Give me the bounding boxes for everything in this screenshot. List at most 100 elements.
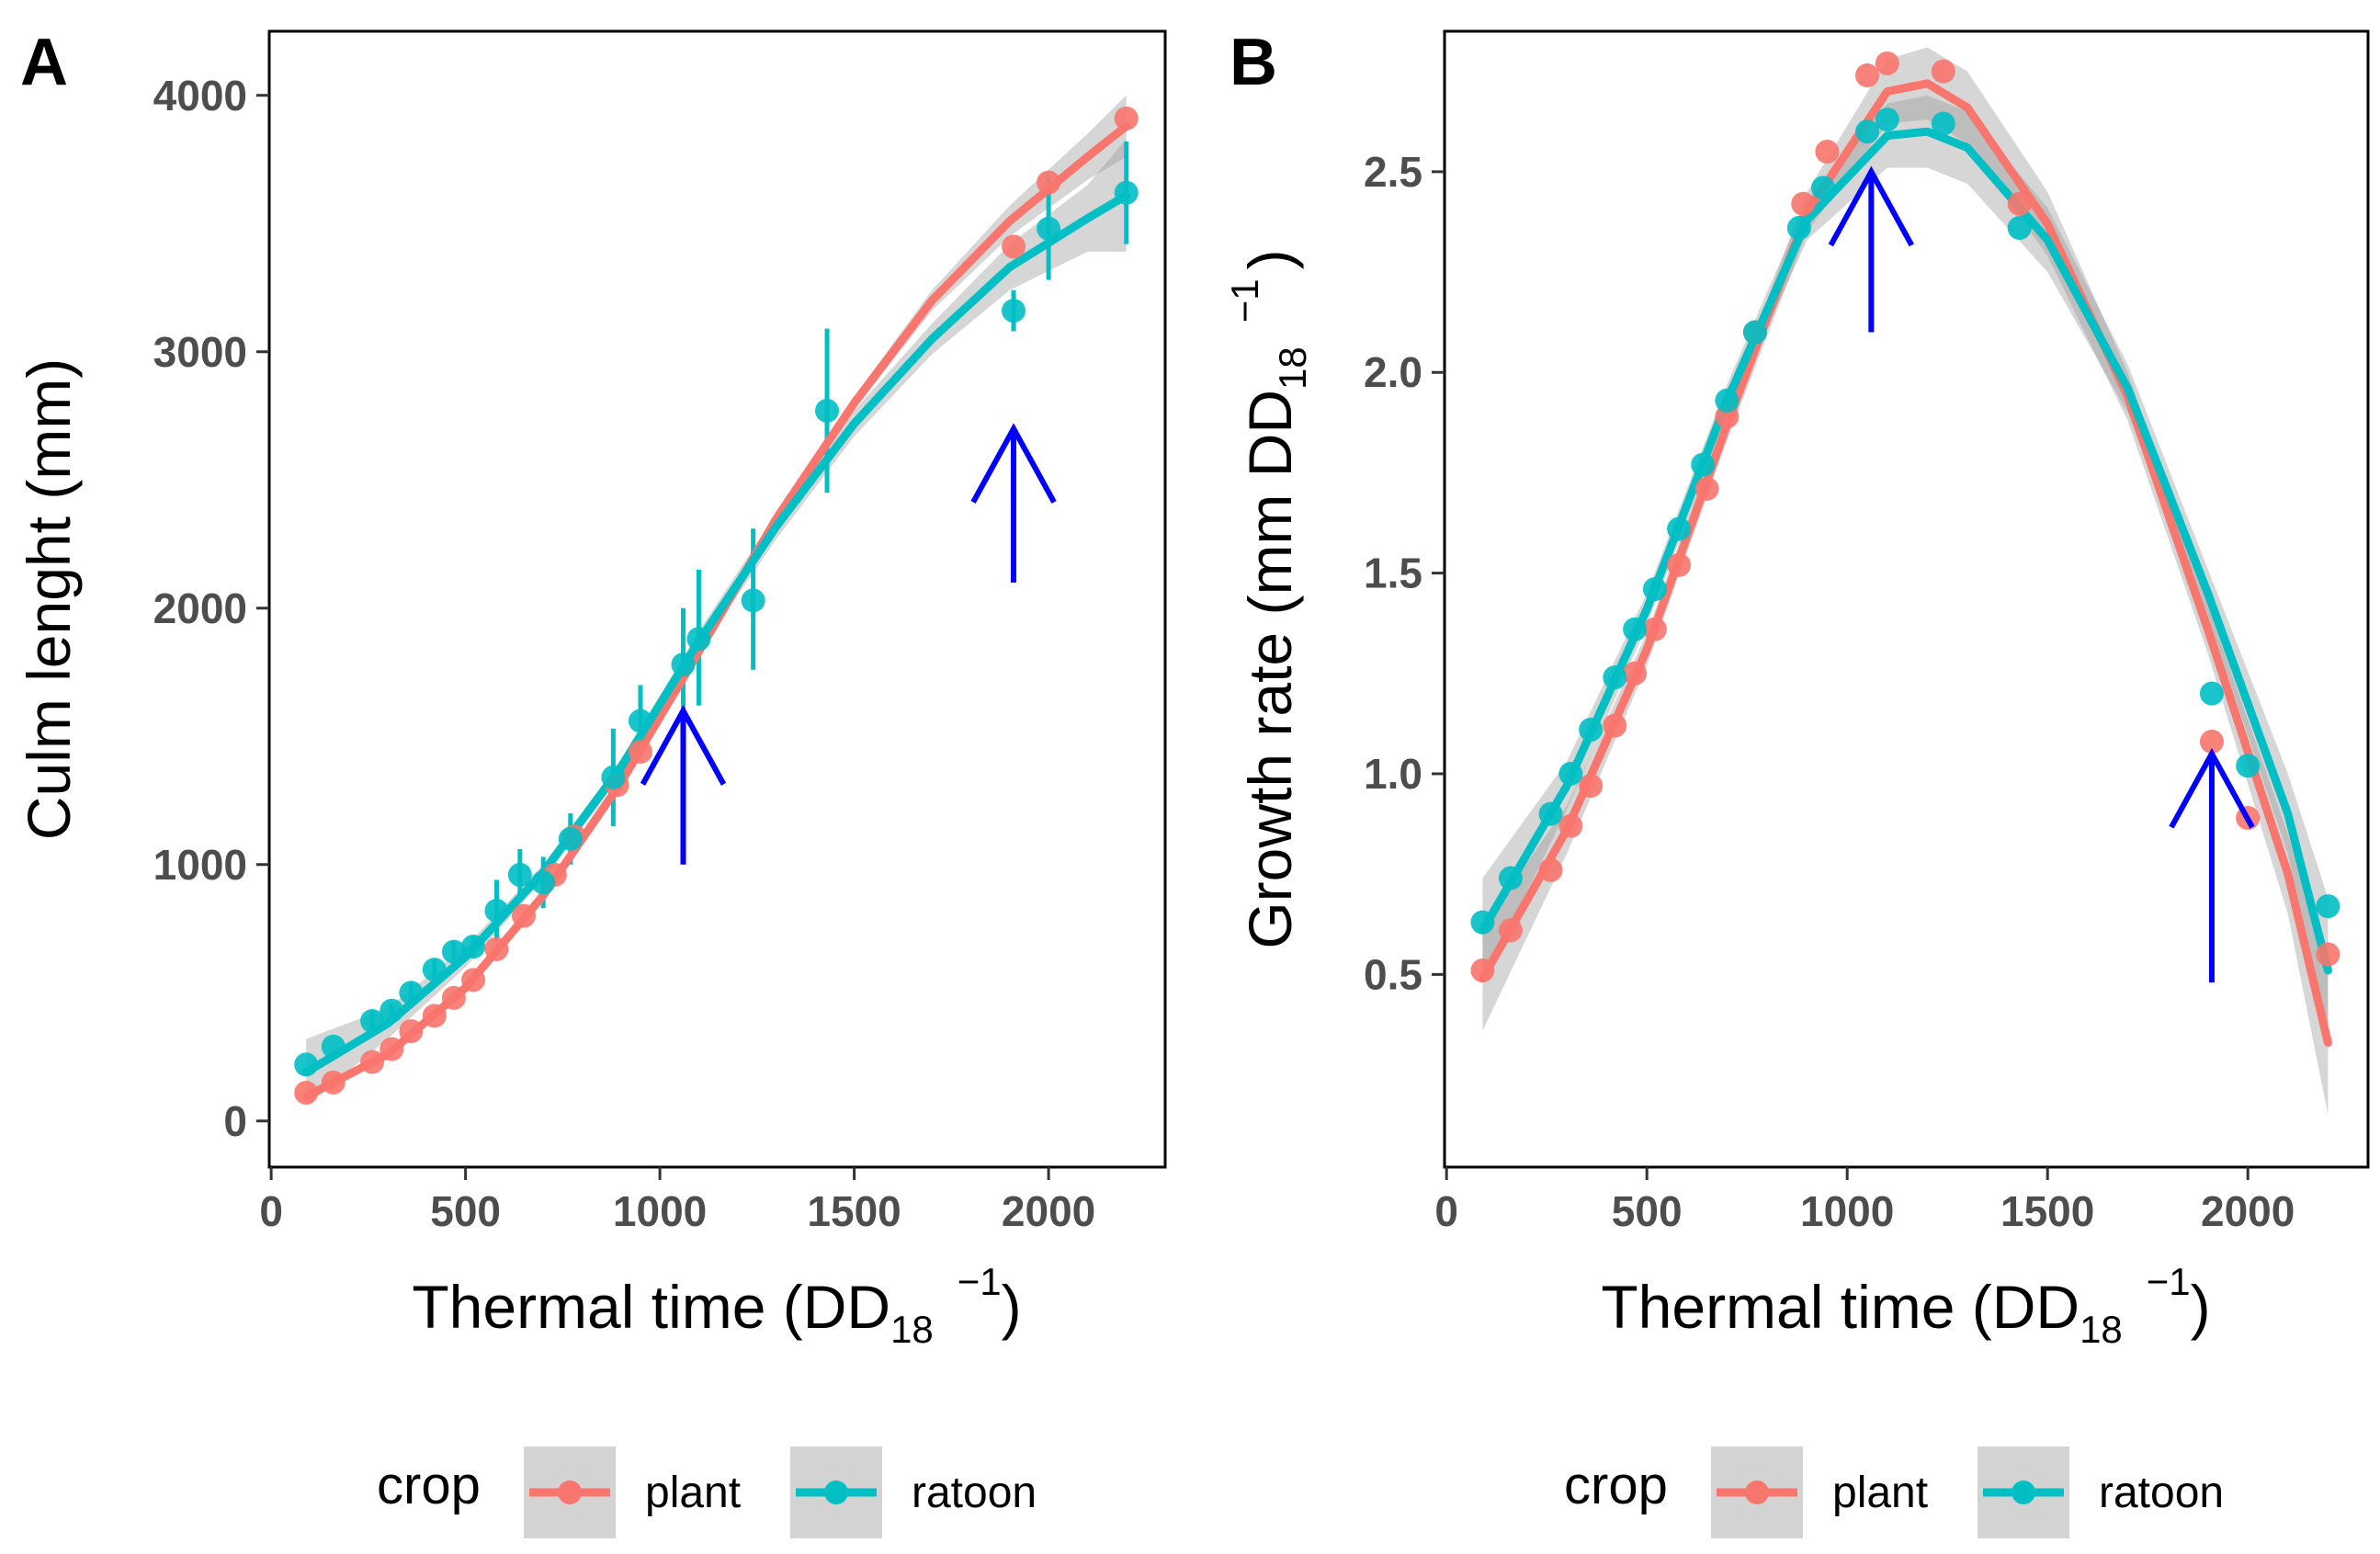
data-point-plant [321, 1070, 346, 1095]
data-point-ratoon [1931, 111, 1955, 136]
data-point-ratoon [507, 862, 532, 887]
data-point-plant [1002, 234, 1026, 259]
data-point-ratoon [294, 1052, 319, 1077]
arrow-marker [640, 705, 727, 865]
data-point-ratoon [1875, 108, 1899, 132]
y-tick-label: 4000 [153, 72, 247, 119]
data-point-plant [1667, 552, 1692, 577]
panel-b-fit-lines [1478, 79, 2332, 1048]
data-point-ratoon [741, 588, 765, 613]
y-tick-label: 0 [223, 1097, 247, 1145]
arrow-marker [2169, 747, 2255, 983]
data-point-ratoon [628, 709, 652, 733]
x-tick-label: 1500 [807, 1187, 901, 1235]
x-tick-label: 2000 [1002, 1187, 1095, 1235]
arrow-marker [970, 423, 1057, 583]
data-point-plant [2199, 730, 2224, 754]
panel-b-x-axis-title: Thermal time (DD18−1) [1601, 1260, 2210, 1351]
legend-label-plant: plant [645, 1469, 741, 1517]
data-point-plant [1623, 661, 1648, 686]
legend-point-ratoon [2012, 1480, 2035, 1504]
data-point-ratoon [380, 998, 404, 1023]
data-point-ratoon [1558, 761, 1583, 786]
panel-a-arrows [640, 423, 1057, 865]
data-point-plant [1791, 191, 1816, 216]
x-tick-label: 1000 [1800, 1187, 1894, 1235]
x-tick-label: 1000 [613, 1187, 707, 1235]
data-point-ratoon [1854, 119, 1879, 144]
legend-point-plant [558, 1480, 582, 1504]
data-point-ratoon [441, 939, 466, 964]
data-point-ratoon [399, 981, 424, 1005]
data-point-ratoon [1538, 801, 1563, 826]
arrow-head [1828, 165, 1914, 247]
panel-a-y-axis-title: Culm lenght (mm) [15, 358, 83, 840]
data-point-ratoon [814, 398, 839, 423]
legend-title: crop [1564, 1456, 1668, 1515]
data-point-plant [1642, 617, 1667, 641]
data-point-ratoon [558, 826, 583, 851]
y-tick-label: 3000 [153, 328, 247, 376]
data-point-ratoon [1811, 176, 1836, 200]
data-point-ratoon [1498, 866, 1523, 890]
x-tick-label: 2000 [2201, 1187, 2295, 1235]
data-point-ratoon [1742, 320, 1767, 345]
data-point-plant [1694, 476, 1719, 501]
data-point-plant [1931, 59, 1955, 84]
data-point-ratoon [686, 627, 711, 652]
legend-label-ratoon: ratoon [2099, 1469, 2224, 1517]
x-tick-label: 1500 [2000, 1187, 2094, 1235]
data-point-ratoon [461, 935, 486, 959]
panel-b-arrows [1828, 165, 2255, 983]
panel-a-legend: crop plant ratoon [377, 1446, 1037, 1538]
data-point-plant [512, 903, 537, 928]
data-point-ratoon [2316, 894, 2340, 919]
legend-point-ratoon [824, 1480, 848, 1504]
data-point-plant [461, 968, 486, 993]
y-tick-label: 2.5 [1364, 148, 1422, 196]
data-point-ratoon [1603, 665, 1627, 690]
data-point-ratoon [601, 765, 626, 789]
data-point-ratoon [484, 898, 509, 923]
y-tick-label: 1.5 [1364, 550, 1422, 597]
data-point-ratoon [1579, 717, 1604, 742]
panel-b: B 0 500 1000 1500 2000 0.5 1.0 1.5 2.0 2.5 Therm… [1223, 26, 2370, 1538]
arrow-head [640, 705, 727, 786]
data-point-plant [2316, 942, 2340, 967]
data-point-plant [1603, 713, 1627, 738]
legend-label-ratoon: ratoon [912, 1469, 1037, 1517]
legend-point-plant [1745, 1480, 1769, 1504]
data-point-plant [399, 1019, 424, 1044]
data-point-ratoon [1470, 910, 1495, 935]
y-tick-label: 1000 [153, 841, 247, 889]
panel-a-fit-lines [301, 121, 1131, 1101]
data-point-plant [1815, 140, 1840, 164]
data-point-plant [294, 1081, 319, 1106]
y-tick-label: 2.0 [1364, 348, 1422, 396]
data-point-plant [1538, 857, 1563, 882]
data-point-ratoon [2236, 754, 2261, 778]
panel-a-label: A [20, 26, 68, 99]
data-point-plant [1114, 106, 1139, 130]
y-tick-label: 2000 [153, 584, 247, 632]
data-point-ratoon [1642, 577, 1667, 602]
data-point-ratoon [422, 958, 447, 982]
data-point-ratoon [1037, 216, 1061, 241]
data-point-ratoon [321, 1034, 346, 1059]
data-point-plant [422, 1004, 447, 1028]
data-point-plant [441, 985, 466, 1010]
data-point-plant [2007, 191, 2032, 216]
panel-a-y-axis: 0 1000 2000 3000 4000 [153, 72, 269, 1145]
panel-a-points [294, 106, 1139, 1106]
arrow-head [2169, 747, 2255, 829]
panel-b-label: B [1230, 26, 1277, 99]
panel-a: A 0 500 1000 1500 2000 0 1000 2000 3000 4000 The… [15, 26, 1167, 1538]
data-point-plant [360, 1049, 385, 1074]
data-point-plant [1037, 170, 1061, 195]
data-point-ratoon [1667, 516, 1692, 541]
x-tick-label: 500 [430, 1187, 501, 1235]
panel-b-y-axis: 0.5 1.0 1.5 2.0 2.5 [1364, 148, 1445, 998]
data-point-ratoon [1114, 180, 1139, 205]
arrow-head [970, 423, 1057, 504]
